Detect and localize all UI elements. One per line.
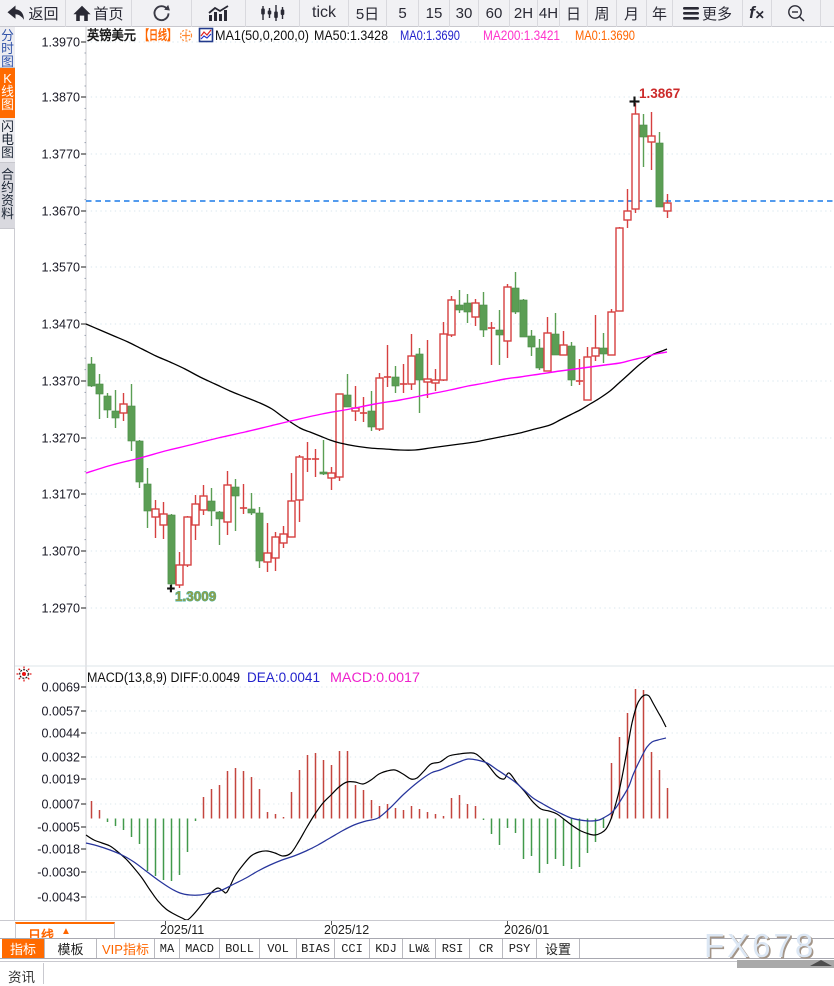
svg-text:1.3170: 1.3170 [41,488,80,502]
svg-text:MACD(13,8,9) DIFF:0.0049: MACD(13,8,9) DIFF:0.0049 [87,670,240,685]
svg-text:【日线】: 【日线】 [140,27,176,43]
svg-text:1.3270: 1.3270 [41,432,80,446]
svg-text:0.0069: 0.0069 [41,681,80,695]
svg-text:1.3570: 1.3570 [41,261,80,275]
svg-text:0.0019: 0.0019 [41,773,80,787]
svg-text:-0.0018: -0.0018 [37,843,80,857]
svg-text:1.2970: 1.2970 [41,602,80,616]
svg-text:1.3867: 1.3867 [639,86,680,101]
svg-text:MA0:1.3690: MA0:1.3690 [575,28,635,43]
svg-text:英镑美元: 英镑美元 [86,27,136,43]
svg-text:0.0032: 0.0032 [41,751,80,765]
svg-text:1.3070: 1.3070 [41,545,80,559]
svg-text:MACD:0.0017: MACD:0.0017 [330,670,420,685]
svg-text:1.3370: 1.3370 [41,375,80,389]
svg-text:MA50:1.3428: MA50:1.3428 [314,28,388,43]
svg-text:1.3970: 1.3970 [41,36,80,50]
svg-text:DEA:0.0041: DEA:0.0041 [247,670,320,685]
svg-text:0.0007: 0.0007 [41,798,80,812]
svg-text:0.0044: 0.0044 [41,727,80,741]
svg-text:MA0:1.3690: MA0:1.3690 [400,28,460,43]
svg-text:MA1(50,0,200,0): MA1(50,0,200,0) [215,28,309,43]
svg-text:1.3770: 1.3770 [41,148,80,162]
svg-text:1.3470: 1.3470 [41,318,80,332]
svg-text:-0.0005: -0.0005 [37,821,80,835]
svg-text:1.3670: 1.3670 [41,205,80,219]
svg-text:-0.0043: -0.0043 [37,891,80,905]
svg-text:1.3009: 1.3009 [175,589,216,604]
svg-text:-0.0030: -0.0030 [37,866,80,880]
svg-text:1.3870: 1.3870 [41,91,80,105]
svg-text:0.0057: 0.0057 [41,705,80,719]
svg-text:MA200:1.3421: MA200:1.3421 [483,28,560,43]
